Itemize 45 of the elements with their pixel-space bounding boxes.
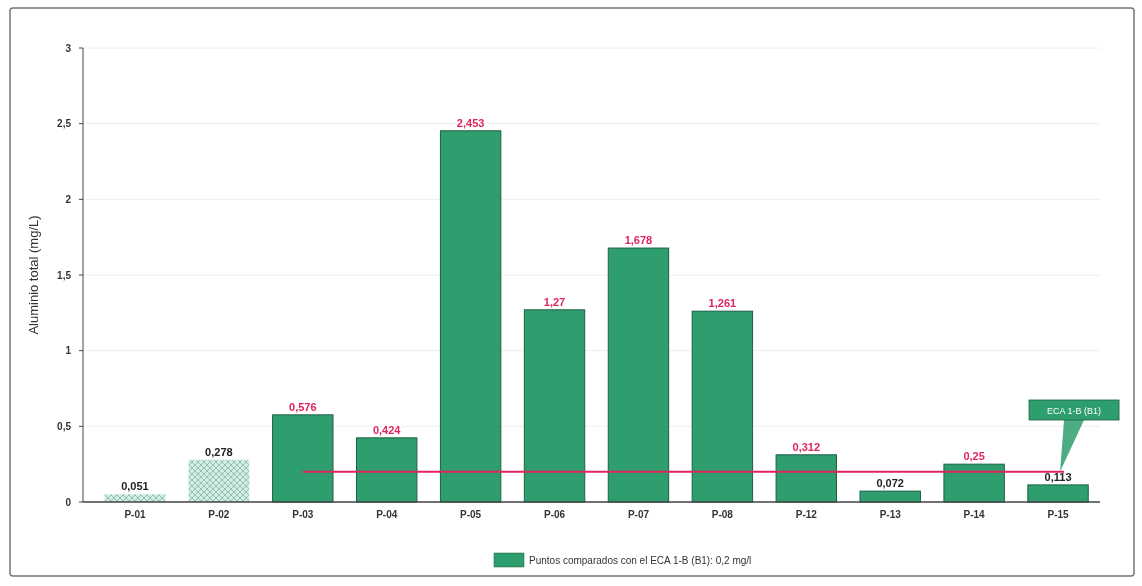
x-tick-label: P-01 [124,509,146,520]
bar [775,454,837,503]
bar [691,310,754,503]
data-label: 0,113 [1044,470,1072,483]
x-tick-label: P-06 [543,509,566,520]
y-tick-label: 0,5 [57,420,72,432]
x-tick-label: P-15 [1047,509,1070,520]
bar [356,437,418,503]
bar [1027,484,1089,503]
data-label: 0,278 [205,445,233,458]
bar [943,463,1005,503]
bar [188,459,250,503]
data-label: 0,25 [963,450,985,463]
x-tick-label: P-03 [292,509,314,520]
bar [523,309,586,503]
bar [859,490,921,503]
x-tick-label: P-14 [963,509,986,520]
legend-label: Puntos comparados con el ECA 1-B (B1): 0,2 mg/l [529,554,752,566]
bar [272,414,334,503]
x-tick-label: P-07 [627,509,650,520]
ref-line-label: ECA 1-B (B1) [1047,406,1102,416]
bar [439,130,502,503]
y-tick-label: 2,5 [57,118,72,130]
y-tick-label: 1,5 [57,269,72,281]
bar [607,247,670,503]
x-tick-label: P-12 [795,509,818,520]
y-tick-label: 2 [65,193,72,205]
y-tick-label: 1 [65,345,72,357]
data-label: 0,051 [121,480,149,493]
y-axis-title: Aluminio total (mg/L) [26,215,41,335]
x-tick-label: P-04 [376,509,398,520]
x-tick-label: P-08 [711,509,734,520]
x-tick-label: P-02 [208,509,230,520]
data-label: 1,678 [624,234,653,247]
data-label: 0,072 [876,477,904,490]
x-tick-label: P-13 [879,509,902,520]
data-label: 0,424 [372,423,402,436]
data-label: 0,576 [289,400,317,413]
data-label: 2,453 [456,116,485,129]
data-label: 1,261 [708,297,737,310]
data-label: 0,312 [792,440,821,453]
x-tick-label: P-05 [460,509,482,520]
data-label: 1,27 [543,295,566,308]
y-tick-label: 3 [65,42,72,54]
y-tick-label: 0 [65,496,72,508]
